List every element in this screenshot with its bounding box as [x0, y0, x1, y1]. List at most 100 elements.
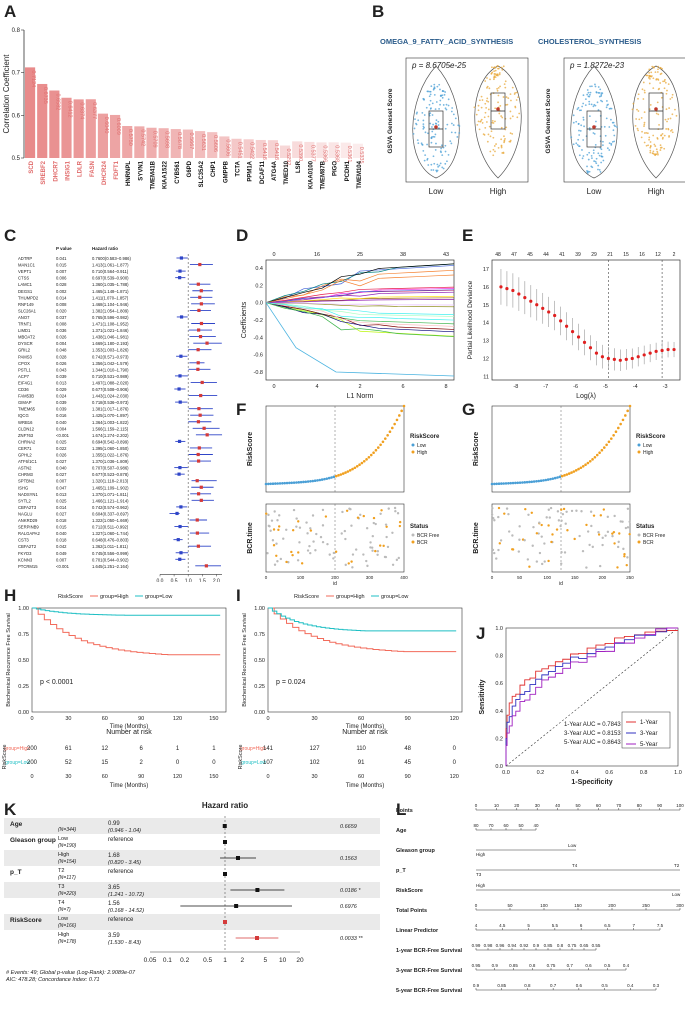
y-axis-label: Coefficients [241, 301, 248, 338]
panel-j-roc-curve: 0.0 0.2 0.4 0.6 0.8 1.0 0.0 0.2 0.4 0.6 0.8 1.0 1-Sp… [479, 626, 682, 786]
data-point [497, 86, 500, 89]
y-tick-label: 0.2 [495, 736, 503, 742]
data-point [488, 87, 491, 90]
data-point [498, 72, 501, 74]
data-point [664, 118, 667, 121]
data-point [599, 171, 602, 173]
hr-text: 1.370(1.036–1.809) [92, 459, 129, 464]
bar-value-label: 0.6582 [54, 94, 60, 111]
risk-point [605, 443, 608, 447]
plot-frame [505, 627, 679, 767]
bar-value-label: 0.6735 [42, 87, 48, 104]
data-point [662, 136, 664, 139]
hr-marker [179, 354, 183, 358]
risk-count: 45 [404, 760, 411, 766]
bar-TCTA [231, 138, 242, 158]
legend-title: RiskScore [410, 434, 440, 440]
n-label: (N=117) [58, 875, 76, 881]
data-point [586, 170, 588, 172]
status-point [613, 514, 616, 518]
bar-value-label: 0.5698 [164, 131, 170, 148]
data-point [655, 148, 658, 151]
status-point [374, 522, 377, 526]
status-point [547, 524, 550, 527]
data-point [446, 123, 449, 126]
status-point [291, 528, 295, 532]
x-tick-label: 100 [297, 575, 305, 580]
level-label: High [58, 932, 69, 938]
data-point [616, 126, 618, 128]
risk-point [374, 448, 378, 452]
deviance-point [511, 288, 515, 293]
bar-HNRNPL [122, 126, 133, 158]
hr-text: 1.371(1.021–1.846) [92, 328, 129, 333]
risk-point [376, 446, 380, 449]
y-tick-label: 0.5 [12, 156, 21, 162]
data-point [442, 167, 445, 170]
p-value: 0.018 [56, 538, 67, 543]
status-point [272, 528, 276, 531]
data-point [441, 96, 444, 99]
group-label: High [490, 187, 506, 196]
data-point [509, 132, 512, 135]
data-point [577, 106, 580, 109]
hr-text: 1.645(1.251–2.164) [92, 564, 129, 569]
x-tick-label: 400 [400, 575, 408, 580]
plot-frame [491, 259, 681, 381]
risk-point [332, 475, 336, 479]
scale-label: 0.96 [496, 943, 505, 948]
hr-text: 1.411(1.070–1.857) [92, 295, 129, 300]
data-point [447, 153, 450, 156]
data-point [576, 144, 579, 146]
x-tick-label: 60 [358, 716, 364, 722]
row-label: 3-year BCR-Free Survival [396, 968, 463, 974]
data-point [657, 88, 660, 91]
x-tick-label: 30 [65, 716, 71, 722]
y-tick-label: 0.6 [12, 113, 21, 119]
bar-PIGO [328, 142, 339, 158]
data-point [414, 118, 416, 121]
hr-text: 0.697(0.539–0.900) [92, 276, 129, 281]
hr-marker [179, 551, 183, 555]
data-point [583, 125, 585, 128]
x-tick-label: 0.05 [144, 957, 157, 964]
category-label: TMEM87B [321, 160, 327, 189]
x-tick-label: 0.0 [157, 578, 164, 582]
risk-point [544, 478, 548, 482]
y-tick-label: 0.75 [18, 632, 29, 638]
data-point [493, 76, 496, 79]
p-value: 0.040 [56, 531, 67, 536]
level-label: T3 [58, 884, 64, 890]
top-tick-label: 45 [527, 252, 533, 258]
coefficient-path [265, 302, 455, 377]
status-point [612, 530, 616, 534]
status-point [606, 530, 610, 534]
data-point [601, 92, 604, 95]
data-point [641, 88, 644, 91]
data-point [669, 98, 672, 100]
status-point [269, 529, 272, 532]
risk-point [344, 471, 347, 474]
deviance-point [606, 356, 610, 361]
risk-point [542, 479, 545, 482]
risk-row-name: group=High [4, 746, 30, 752]
p-value: 0.6659 [340, 824, 357, 830]
deviance-point [624, 357, 628, 362]
x-tick-label: -4 [633, 384, 638, 390]
x-tick-label: 0.0 [502, 770, 510, 776]
risk-count: 52 [65, 760, 72, 766]
data-point [635, 118, 638, 120]
y-tick-label: 0.7 [12, 71, 21, 77]
risk-count: 0 [453, 746, 457, 752]
data-point [608, 142, 611, 145]
scale-label: 0.7 [550, 983, 557, 988]
gene-label: CHRM3 [18, 472, 34, 477]
data-point [591, 157, 593, 160]
y-tick-label: 15 [483, 303, 489, 309]
data-point [600, 161, 603, 164]
risk-point [567, 472, 571, 475]
data-point [580, 109, 582, 112]
risk-point [565, 473, 569, 476]
x-axis-label: 1-Specificity [571, 779, 612, 786]
risk-point [621, 418, 625, 422]
